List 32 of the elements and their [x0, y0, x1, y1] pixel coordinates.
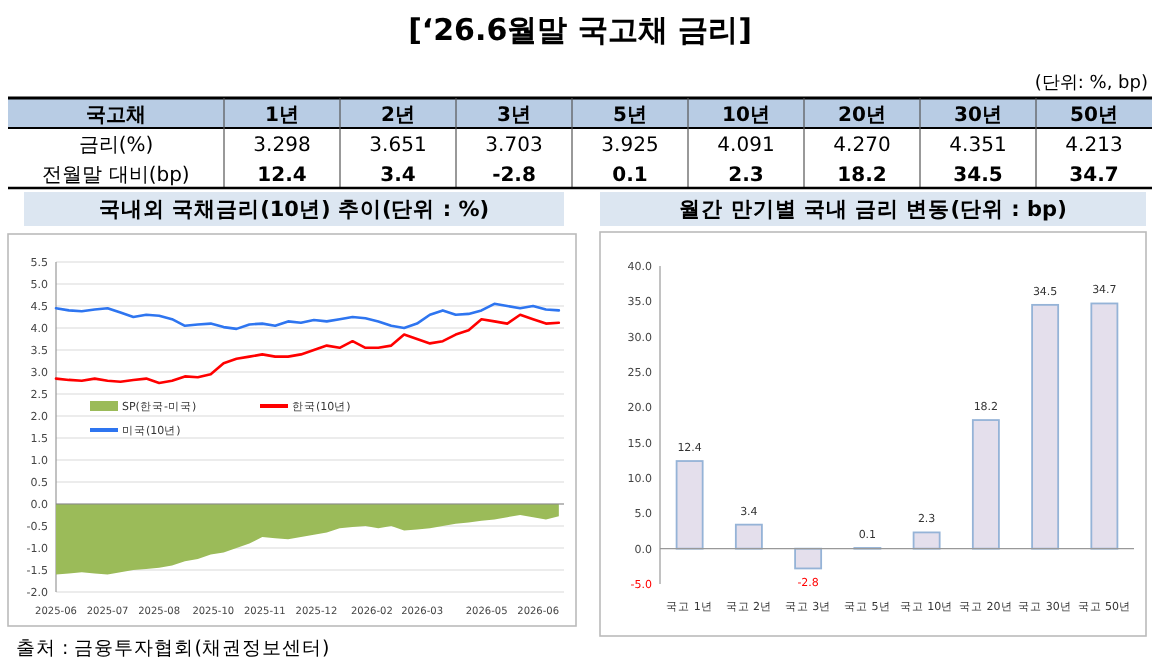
data-label: 34.7 — [1069, 164, 1119, 187]
x-tick-label: 5년 — [613, 104, 647, 127]
data-label: 3.298 — [253, 134, 311, 157]
x-tick-label: 1년 — [265, 104, 299, 127]
x-tick-label: 10년 — [722, 104, 770, 127]
data-label: 12.4 — [257, 164, 307, 187]
x-tick-label: 2년 — [381, 104, 415, 127]
data-label: 3.651 — [369, 134, 427, 157]
data-label: 4.351 — [949, 134, 1007, 157]
data-label: 2.3 — [728, 164, 764, 187]
chart-title: [‘26.6월말 국고채 금리] — [408, 12, 752, 49]
data-label: 4.091 — [717, 134, 775, 157]
data-label: 4.270 — [833, 134, 891, 157]
x-tick-label: 20년 — [838, 104, 886, 127]
chart-subtitle: (단위: %, bp) — [1034, 74, 1148, 95]
y-tick-label: 금리(%) — [78, 134, 154, 157]
y-axis-title: 국고채 — [86, 104, 146, 127]
data-label: 18.2 — [837, 164, 887, 187]
x-tick-label: 3년 — [497, 104, 531, 127]
data-label: 4.213 — [1065, 134, 1123, 157]
x-tick-label: 50년 — [1070, 104, 1118, 127]
data-label: 34.5 — [953, 164, 1003, 187]
chart-title: 월간 만기별 국내 금리 변동(단위 : bp) — [679, 197, 1067, 222]
data-label: -2.8 — [492, 164, 536, 187]
y-tick-label: 전월말 대비(bp) — [42, 164, 190, 187]
data-label: 0.1 — [612, 164, 648, 187]
data-label: 3.703 — [485, 134, 543, 157]
chart-title: 국내외 국채금리(10년) 추이(단위 : %) — [98, 197, 490, 222]
data-label: 3.4 — [380, 164, 416, 187]
data-label: 3.925 — [601, 134, 659, 157]
x-tick-label: 30년 — [954, 104, 1002, 127]
source-note: 출처 : 금융투자협회(채권정보센터) — [16, 637, 330, 660]
